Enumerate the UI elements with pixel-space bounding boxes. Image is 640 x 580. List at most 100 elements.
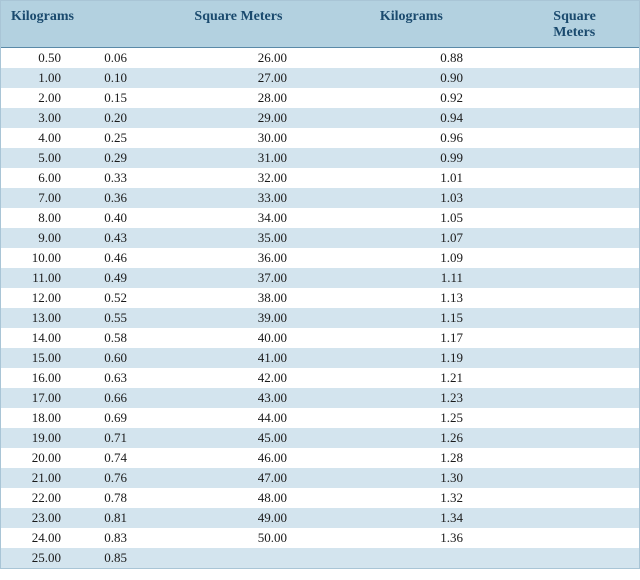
table-row: 14.000.5840.001.17 bbox=[1, 328, 639, 348]
table-cell: 0.25 bbox=[61, 130, 223, 146]
table-cell: 1.34 bbox=[395, 510, 639, 526]
table-row: 16.000.6342.001.21 bbox=[1, 368, 639, 388]
table-row: 22.000.7848.001.32 bbox=[1, 488, 639, 508]
table-cell: 48.00 bbox=[223, 490, 395, 506]
table-cell: 1.01 bbox=[395, 170, 639, 186]
col-header-sm1: Square Meters bbox=[184, 9, 369, 41]
table-cell: 37.00 bbox=[223, 270, 395, 286]
table-cell: 0.29 bbox=[61, 150, 223, 166]
table-cell: 50.00 bbox=[223, 530, 395, 546]
table-cell: 0.81 bbox=[61, 510, 223, 526]
table-cell: 1.19 bbox=[395, 350, 639, 366]
table-cell: 30.00 bbox=[223, 130, 395, 146]
table-cell: 1.13 bbox=[395, 290, 639, 306]
table-cell: 0.50 bbox=[1, 50, 61, 66]
table-row: 12.000.5238.001.13 bbox=[1, 288, 639, 308]
table-cell: 0.71 bbox=[61, 430, 223, 446]
table-cell: 1.15 bbox=[395, 310, 639, 326]
table-header: Kilograms Square Meters Kilograms Square… bbox=[1, 1, 639, 48]
table-cell: 43.00 bbox=[223, 390, 395, 406]
table-cell: 22.00 bbox=[1, 490, 61, 506]
table-row: 20.000.7446.001.28 bbox=[1, 448, 639, 468]
table-row: 3.000.2029.000.94 bbox=[1, 108, 639, 128]
table-cell: 1.28 bbox=[395, 450, 639, 466]
table-cell: 0.40 bbox=[61, 210, 223, 226]
table-cell: 14.00 bbox=[1, 330, 61, 346]
table-cell: 29.00 bbox=[223, 110, 395, 126]
table-cell: 1.03 bbox=[395, 190, 639, 206]
table-cell: 0.52 bbox=[61, 290, 223, 306]
table-row: 13.000.5539.001.15 bbox=[1, 308, 639, 328]
table-row: 8.000.4034.001.05 bbox=[1, 208, 639, 228]
table-cell: 26.00 bbox=[223, 50, 395, 66]
table-cell: 16.00 bbox=[1, 370, 61, 386]
table-cell: 0.43 bbox=[61, 230, 223, 246]
table-cell: 3.00 bbox=[1, 110, 61, 126]
table-cell: 0.78 bbox=[61, 490, 223, 506]
table-cell: 0.15 bbox=[61, 90, 223, 106]
table-cell: 1.00 bbox=[1, 70, 61, 86]
table-row: 4.000.2530.000.96 bbox=[1, 128, 639, 148]
table-row: 10.000.4636.001.09 bbox=[1, 248, 639, 268]
table-cell: 28.00 bbox=[223, 90, 395, 106]
table-cell: 1.09 bbox=[395, 250, 639, 266]
table-cell: 31.00 bbox=[223, 150, 395, 166]
table-cell: 49.00 bbox=[223, 510, 395, 526]
table-cell: 20.00 bbox=[1, 450, 61, 466]
table-cell: 0.49 bbox=[61, 270, 223, 286]
table-cell: 5.00 bbox=[1, 150, 61, 166]
table-cell: 1.05 bbox=[395, 210, 639, 226]
table-cell: 24.00 bbox=[1, 530, 61, 546]
table-row: 0.500.0626.000.88 bbox=[1, 48, 639, 68]
table-row: 7.000.3633.001.03 bbox=[1, 188, 639, 208]
table-cell: 0.85 bbox=[61, 550, 223, 566]
table-cell: 0.33 bbox=[61, 170, 223, 186]
table-cell: 0.58 bbox=[61, 330, 223, 346]
table-cell: 1.25 bbox=[395, 410, 639, 426]
table-cell: 0.92 bbox=[395, 90, 639, 106]
table-row: 19.000.7145.001.26 bbox=[1, 428, 639, 448]
table-cell: 0.46 bbox=[61, 250, 223, 266]
table-cell: 17.00 bbox=[1, 390, 61, 406]
table-row: 1.000.1027.000.90 bbox=[1, 68, 639, 88]
table-row: 21.000.7647.001.30 bbox=[1, 468, 639, 488]
table-row: 17.000.6643.001.23 bbox=[1, 388, 639, 408]
table-cell: 8.00 bbox=[1, 210, 61, 226]
table-cell: 0.74 bbox=[61, 450, 223, 466]
table-row: 24.000.8350.001.36 bbox=[1, 528, 639, 548]
table-cell: 10.00 bbox=[1, 250, 61, 266]
table-cell: 0.76 bbox=[61, 470, 223, 486]
table-cell: 34.00 bbox=[223, 210, 395, 226]
table-cell: 32.00 bbox=[223, 170, 395, 186]
table-cell: 46.00 bbox=[223, 450, 395, 466]
table-cell: 15.00 bbox=[1, 350, 61, 366]
table-cell: 0.66 bbox=[61, 390, 223, 406]
table-cell: 0.94 bbox=[395, 110, 639, 126]
table-cell: 6.00 bbox=[1, 170, 61, 186]
table-cell: 0.60 bbox=[61, 350, 223, 366]
table-cell: 1.11 bbox=[395, 270, 639, 286]
table-row: 11.000.4937.001.11 bbox=[1, 268, 639, 288]
table-cell: 40.00 bbox=[223, 330, 395, 346]
table-cell: 0.99 bbox=[395, 150, 639, 166]
table-cell: 35.00 bbox=[223, 230, 395, 246]
table-cell: 0.83 bbox=[61, 530, 223, 546]
table-cell: 1.07 bbox=[395, 230, 639, 246]
table-cell: 2.00 bbox=[1, 90, 61, 106]
table-cell: 0.10 bbox=[61, 70, 223, 86]
table-cell: 18.00 bbox=[1, 410, 61, 426]
table-cell: 27.00 bbox=[223, 70, 395, 86]
table-cell: 0.63 bbox=[61, 370, 223, 386]
table-cell: 19.00 bbox=[1, 430, 61, 446]
table-cell: 1.36 bbox=[395, 530, 639, 546]
table-cell: 0.55 bbox=[61, 310, 223, 326]
table-cell: 9.00 bbox=[1, 230, 61, 246]
table-cell: 21.00 bbox=[1, 470, 61, 486]
table-row: 18.000.6944.001.25 bbox=[1, 408, 639, 428]
table-cell: 23.00 bbox=[1, 510, 61, 526]
table-cell: 47.00 bbox=[223, 470, 395, 486]
table-cell: 1.21 bbox=[395, 370, 639, 386]
table-cell: 11.00 bbox=[1, 270, 61, 286]
col-header-kg2: Kilograms bbox=[370, 9, 543, 41]
table-cell: 42.00 bbox=[223, 370, 395, 386]
